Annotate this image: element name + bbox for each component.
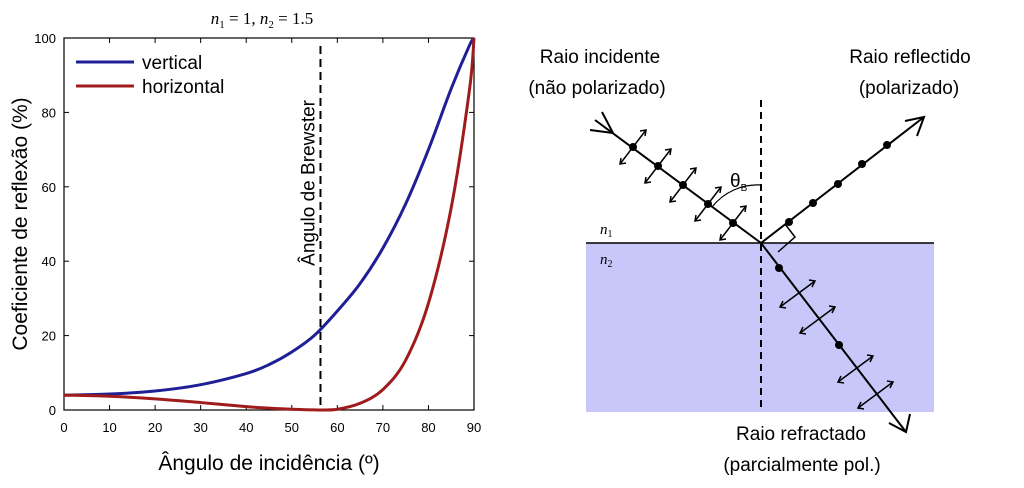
series-lines bbox=[63, 37, 476, 412]
incident-double-arrow-head bbox=[664, 148, 672, 156]
brewster-angle-label: θB bbox=[730, 171, 748, 194]
incident-double-arrow-head bbox=[714, 186, 722, 194]
incident-double-arrow-head bbox=[669, 195, 677, 203]
incident-double-arrow-head bbox=[719, 233, 727, 241]
incident-double-arrow bbox=[669, 167, 697, 203]
reflected-polarization bbox=[785, 141, 891, 226]
incident-double-arrow-head bbox=[689, 167, 697, 175]
medium-n1-label: n1 bbox=[600, 222, 613, 240]
incident-polarization bbox=[619, 129, 747, 241]
plot-frame bbox=[63, 37, 475, 411]
y-tick-label: 40 bbox=[42, 254, 56, 269]
series-line-vertical bbox=[63, 37, 476, 397]
refracted-polarization bbox=[775, 264, 895, 410]
x-tick-label: 40 bbox=[239, 420, 253, 435]
refracted-arrowhead bbox=[888, 413, 911, 434]
refracted-double-arrow-head bbox=[836, 375, 845, 384]
incident-double-arrow-head bbox=[644, 176, 652, 184]
refracted-double-arrow bbox=[779, 280, 816, 308]
incident-double-arrow-head bbox=[639, 129, 647, 137]
medium-n2-label: n2 bbox=[600, 252, 613, 270]
x-tick-label: 50 bbox=[285, 420, 299, 435]
refracted-double-arrow-head bbox=[798, 326, 807, 335]
refracted-ray bbox=[760, 242, 907, 433]
reflected-dot bbox=[883, 141, 891, 149]
refracted-double-arrow bbox=[857, 381, 894, 409]
refracted-double-arrow-head bbox=[828, 305, 837, 314]
reflected-label-line2: (polarizado) bbox=[859, 78, 959, 99]
incident-double-arrow bbox=[694, 186, 722, 222]
x-tick-label: 0 bbox=[60, 420, 67, 435]
refracted-double-arrow bbox=[837, 355, 874, 383]
x-tick-label: 90 bbox=[467, 420, 481, 435]
legend-label-horizontal: horizontal bbox=[142, 77, 224, 98]
reflected-dot bbox=[809, 199, 817, 207]
reflected-label-line1: Raio reflectido bbox=[849, 47, 970, 68]
legend: vertical horizontal bbox=[76, 53, 224, 98]
incident-double-arrow bbox=[619, 129, 647, 165]
brewster-marker: Ângulo de Brewster bbox=[297, 46, 322, 410]
chart-title: n1 = 1, n2 = 1.5 bbox=[211, 9, 313, 31]
brewster-label: Ângulo de Brewster bbox=[297, 99, 319, 265]
y-tick-label: 20 bbox=[42, 329, 56, 344]
refracted-double-arrow-head bbox=[886, 380, 895, 389]
reflected-dot bbox=[858, 160, 866, 168]
x-tick-label: 70 bbox=[376, 420, 390, 435]
legend-label-vertical: vertical bbox=[142, 53, 202, 74]
right-angle-marker bbox=[777, 223, 797, 253]
incident-double-arrow bbox=[644, 148, 672, 184]
reflected-dot bbox=[785, 218, 793, 226]
refracted-double-arrow-head bbox=[778, 300, 787, 309]
x-tick-label: 20 bbox=[148, 420, 162, 435]
brewster-angle-arc bbox=[711, 184, 762, 208]
axis-ticks: 0 10 20 30 40 50 60 70 80 90 0 20 40 60 80 100 bbox=[34, 31, 481, 435]
reflected-arrowhead bbox=[904, 115, 926, 137]
refracted-double-arrow-head bbox=[866, 354, 875, 363]
y-tick-label: 80 bbox=[42, 105, 56, 120]
refracted-label-line2: (parcialmente pol.) bbox=[723, 455, 880, 476]
reflected-dot bbox=[834, 180, 842, 188]
incident-arrowhead bbox=[589, 111, 615, 135]
refracted-double-arrow-head bbox=[808, 279, 817, 288]
incident-label-line2: (não polarizado) bbox=[528, 78, 665, 99]
incident-double-arrow bbox=[719, 205, 747, 241]
x-tick-label: 10 bbox=[102, 420, 116, 435]
refracted-dot bbox=[775, 264, 783, 272]
x-tick-label: 30 bbox=[193, 420, 207, 435]
incident-label-line1: Raio incidente bbox=[540, 47, 660, 68]
series-line-horizontal bbox=[63, 37, 476, 412]
refracted-dot bbox=[835, 341, 843, 349]
x-tick-label: 60 bbox=[330, 420, 344, 435]
y-tick-label: 100 bbox=[34, 31, 56, 46]
x-tick-label: 80 bbox=[421, 420, 435, 435]
brewster-diagram: Raio incidente (não polarizado) Raio ref… bbox=[528, 47, 970, 476]
y-axis-label: Coeficiente de reflexão (%) bbox=[9, 97, 32, 350]
incident-double-arrow-head bbox=[694, 214, 702, 222]
x-axis-label: Ângulo de incidência (º) bbox=[158, 452, 379, 475]
incident-double-arrow-head bbox=[739, 205, 747, 213]
refracted-label-line1: Raio refractado bbox=[736, 424, 866, 445]
reflection-chart: n1 = 1, n2 = 1.5 0 10 20 30 40 50 60 70 80 90 0 20 4… bbox=[9, 9, 481, 475]
refracted-double-arrow-head bbox=[856, 401, 865, 410]
y-tick-label: 0 bbox=[49, 403, 56, 418]
refracted-double-arrow bbox=[799, 306, 836, 334]
y-tick-label: 60 bbox=[42, 180, 56, 195]
incident-double-arrow-head bbox=[619, 157, 627, 165]
